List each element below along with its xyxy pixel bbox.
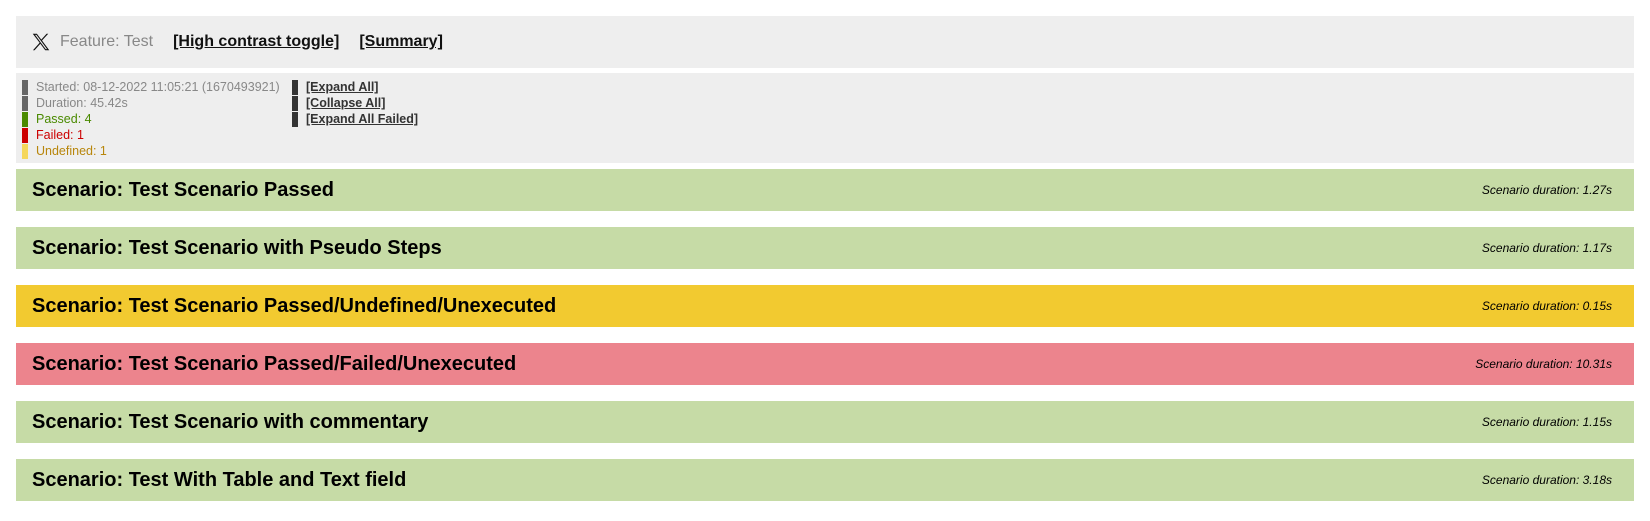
control-bar [292,79,298,95]
control-bar [292,95,298,111]
stat-undefined-text: Undefined: 1 [36,144,107,158]
expand-controls: [Expand All] [Collapse All] [Expand All … [292,79,418,163]
scenario-title: Scenario: Test Scenario with Pseudo Step… [32,236,442,259]
scenario-title: Scenario: Test Scenario Passed [32,178,334,201]
scenario-row[interactable]: Scenario: Test Scenario with commentary … [16,401,1634,443]
status-bar [22,111,28,127]
stat-undefined: Undefined: 1 [22,143,292,159]
scenario-title: Scenario: Test Scenario with commentary [32,410,429,433]
scenario-row[interactable]: Scenario: Test Scenario Passed/Failed/Un… [16,343,1634,385]
stat-duration-text: Duration: 45.42s [36,96,128,110]
scenario-title: Scenario: Test Scenario Passed/Undefined… [32,294,557,317]
scenario-title: Scenario: Test Scenario Passed/Failed/Un… [32,352,517,375]
control-expand-all-failed: [Expand All Failed] [292,111,418,127]
status-bar [22,143,28,159]
scenario-row[interactable]: Scenario: Test Scenario with Pseudo Step… [16,227,1634,269]
scenario-duration: Scenario duration: 1.15s [1481,415,1612,429]
x-logo-icon [30,30,54,54]
control-expand-all: [Expand All] [292,79,418,95]
feature-title: Feature: Test [60,33,154,50]
summary-panel: Started: 08-12-2022 11:05:21 (1670493921… [16,73,1634,163]
scenario-duration: Scenario duration: 1.17s [1481,241,1612,255]
stat-passed-text: Passed: 4 [36,112,92,126]
stat-duration: Duration: 45.42s [22,95,292,111]
stat-started-text: Started: 08-12-2022 11:05:21 (1670493921… [36,80,280,94]
control-bar [292,111,298,127]
stat-passed: Passed: 4 [22,111,292,127]
stat-failed-text: Failed: 1 [36,128,84,142]
scenario-row[interactable]: Scenario: Test Scenario Passed Scenario … [16,169,1634,211]
status-bar [22,79,28,95]
collapse-all-link[interactable]: [Collapse All] [306,96,386,110]
expand-all-link[interactable]: [Expand All] [306,80,379,94]
high-contrast-toggle-link[interactable]: [High contrast toggle] [173,33,340,50]
stat-started: Started: 08-12-2022 11:05:21 (1670493921… [22,79,292,95]
scenario-row[interactable]: Scenario: Test Scenario Passed/Undefined… [16,285,1634,327]
summary-link[interactable]: [Summary] [359,33,443,50]
stat-failed: Failed: 1 [22,127,292,143]
scenario-duration: Scenario duration: 0.15s [1481,299,1612,313]
control-collapse-all: [Collapse All] [292,95,418,111]
scenario-title: Scenario: Test With Table and Text field [32,468,407,491]
scenario-duration: Scenario duration: 1.27s [1481,183,1612,197]
scenario-duration: Scenario duration: 3.18s [1481,473,1612,487]
scenario-duration: Scenario duration: 10.31s [1475,357,1612,371]
expand-all-failed-link[interactable]: [Expand All Failed] [306,112,419,126]
status-bar [22,127,28,143]
scenario-row[interactable]: Scenario: Test With Table and Text field… [16,459,1634,501]
status-bar [22,95,28,111]
stats-list: Started: 08-12-2022 11:05:21 (1670493921… [22,79,292,163]
feature-header: Feature: Test [High contrast toggle] [Su… [16,16,1634,68]
